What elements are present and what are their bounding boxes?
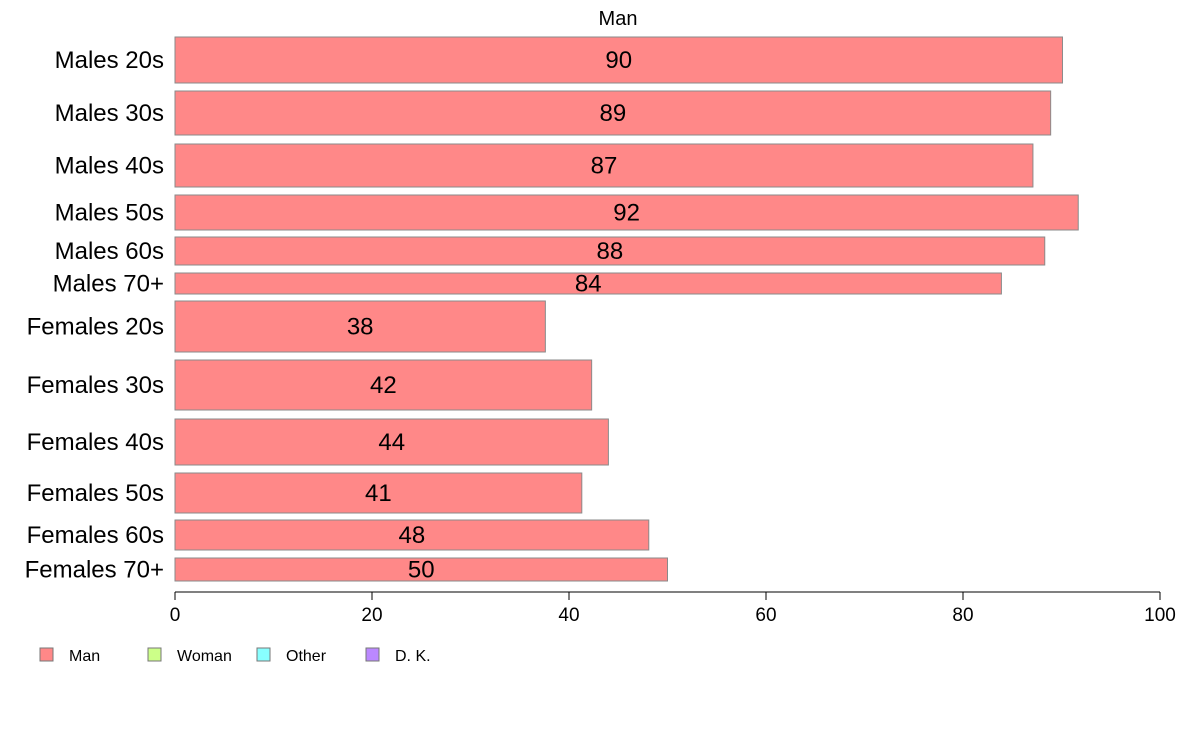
bar <box>174 418 609 466</box>
legend-label: Other <box>286 648 327 665</box>
x-tick-label: 0 <box>170 605 181 626</box>
category-label: Males 50s <box>55 200 164 227</box>
legend-swatch <box>256 647 271 662</box>
bars-group: Males 20s 90 Males 30s 89 Males 40s 87 Males 5… <box>25 36 1079 584</box>
category-label: Females 20s <box>27 314 164 341</box>
value-label: 41 <box>365 480 392 507</box>
category-label: Males 40s <box>55 153 164 180</box>
x-tick-label: 40 <box>558 605 579 626</box>
legend-label: Woman <box>177 648 232 665</box>
value-label: 89 <box>599 100 626 127</box>
bar <box>174 236 1046 266</box>
category-label: Males 60s <box>55 238 164 265</box>
bar <box>174 90 1052 136</box>
legend-swatch <box>365 647 380 662</box>
category-label: Females 50s <box>27 480 164 507</box>
value-label: 92 <box>613 200 640 227</box>
bar <box>174 36 1063 84</box>
bar <box>174 557 668 582</box>
x-tick-label: 60 <box>755 605 776 626</box>
value-label: 50 <box>408 557 435 584</box>
legend: Man Woman Other D. K. <box>39 647 431 665</box>
legend-label: Man <box>69 648 100 665</box>
bar <box>174 272 1002 295</box>
bar <box>174 194 1079 231</box>
x-tick-label: 20 <box>361 605 382 626</box>
value-label: 84 <box>575 271 602 298</box>
bar <box>174 472 583 514</box>
category-label: Females 30s <box>27 372 164 399</box>
value-label: 87 <box>591 153 618 180</box>
bar <box>174 359 593 411</box>
chart-title: Man <box>599 8 638 30</box>
category-label: Females 60s <box>27 522 164 549</box>
category-label: Females 40s <box>27 429 164 456</box>
bar <box>174 143 1034 188</box>
legend-label: D. K. <box>395 648 431 665</box>
category-label: Males 30s <box>55 100 164 127</box>
legend-swatch <box>147 647 162 662</box>
value-label: 44 <box>378 429 405 456</box>
bar <box>174 300 546 353</box>
value-label: 48 <box>399 522 426 549</box>
value-label: 42 <box>370 372 397 399</box>
category-label: Males 20s <box>55 47 164 74</box>
bar <box>174 519 650 551</box>
x-axis: 0 20 40 60 80 100 <box>170 591 1176 626</box>
x-tick-label: 80 <box>952 605 973 626</box>
value-label: 90 <box>605 47 632 74</box>
category-label: Females 70+ <box>25 557 164 584</box>
category-label: Males 70+ <box>53 271 164 298</box>
legend-swatch <box>39 647 54 662</box>
value-label: 88 <box>597 238 624 265</box>
value-label: 38 <box>347 314 374 341</box>
x-tick-label: 100 <box>1144 605 1176 626</box>
